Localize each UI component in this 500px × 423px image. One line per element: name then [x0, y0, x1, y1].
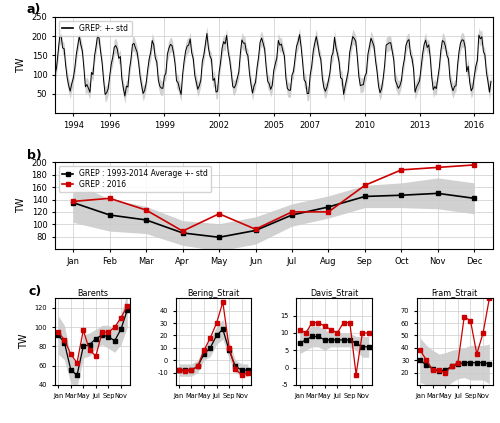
Title: Davis_Strait: Davis_Strait — [310, 288, 358, 298]
Text: c): c) — [28, 285, 42, 298]
Y-axis label: TW: TW — [16, 198, 26, 214]
Title: Fram_Strait: Fram_Strait — [432, 288, 478, 298]
Text: a): a) — [26, 3, 41, 16]
Text: b): b) — [26, 149, 42, 162]
Legend: GREP : 1993-2014 Average +- std, GREP : 2016: GREP : 1993-2014 Average +- std, GREP : … — [59, 166, 212, 192]
Title: Barents: Barents — [77, 288, 108, 298]
Y-axis label: TW: TW — [19, 334, 29, 349]
Y-axis label: TW: TW — [16, 57, 26, 73]
Title: Bering_Strait: Bering_Strait — [188, 288, 240, 298]
Legend: GREP: +- std: GREP: +- std — [59, 21, 132, 36]
